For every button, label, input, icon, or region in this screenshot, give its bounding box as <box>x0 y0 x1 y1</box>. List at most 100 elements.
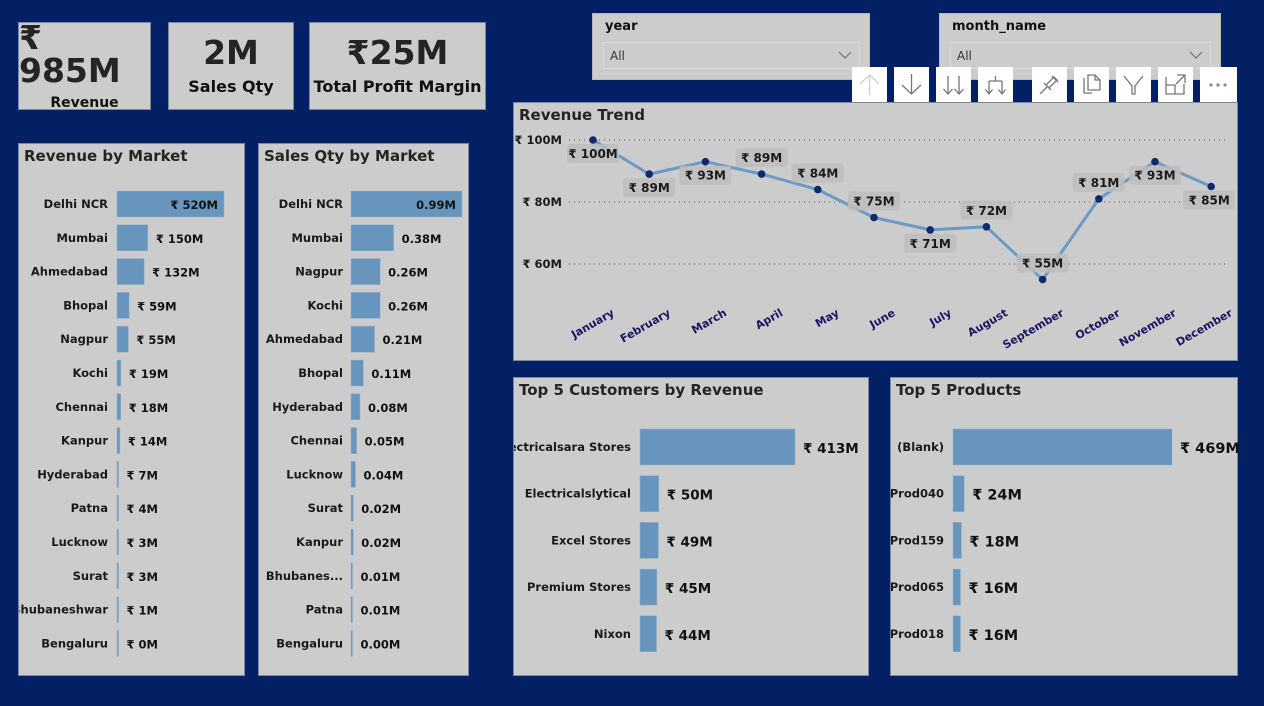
bar[interactable] <box>116 393 121 421</box>
data-point[interactable] <box>814 185 822 194</box>
bar-row[interactable]: Kanpur 0.02M <box>296 528 401 556</box>
bar-row[interactable]: Surat 0.02M <box>308 494 401 522</box>
bar[interactable] <box>350 562 353 590</box>
bar[interactable] <box>350 461 356 488</box>
kpi-card-sales-qty[interactable]: 2M Sales Qty <box>168 22 294 110</box>
bar[interactable] <box>350 258 381 285</box>
pin-visual-button[interactable] <box>1032 67 1067 102</box>
bar[interactable] <box>350 596 353 623</box>
bar[interactable] <box>116 630 119 657</box>
focus-mode-button[interactable] <box>1158 67 1193 102</box>
bar[interactable] <box>639 475 660 512</box>
bar[interactable] <box>116 562 119 590</box>
bar-row[interactable]: Nixon ₹ 44M <box>594 615 711 653</box>
data-point[interactable] <box>982 223 991 231</box>
bar-row[interactable]: Bhopal 0.11M <box>298 359 411 387</box>
data-point[interactable] <box>1207 182 1215 191</box>
sales-qty-by-market-card[interactable]: Sales Qty by Market Delhi NCR 0.99M Mumbai… <box>258 143 469 676</box>
bar-row[interactable]: Excel Stores ₹ 49M <box>551 522 713 559</box>
bar-row[interactable]: Bengaluru ₹ 0M <box>41 630 158 657</box>
bar-row[interactable]: Mumbai ₹ 150M <box>56 224 203 252</box>
data-point[interactable] <box>1095 195 1103 203</box>
revenue-trend-card[interactable]: Revenue Trend ₹ 100M ₹ 80M ₹ 60M ₹ 100M ₹ 89… <box>513 102 1238 361</box>
bar[interactable] <box>350 292 381 319</box>
go-to-next-level-button[interactable] <box>936 67 971 102</box>
bar-row[interactable]: Patna 0.01M <box>306 596 401 623</box>
bar-row[interactable]: Bengaluru 0.00M <box>276 630 400 657</box>
month-name-dropdown[interactable]: All <box>950 42 1211 69</box>
data-point[interactable] <box>645 170 653 178</box>
bar-row[interactable]: Lucknow ₹ 3M <box>51 528 158 556</box>
bar-row[interactable]: (Blank) ₹ 469M <box>897 428 1239 466</box>
bar[interactable] <box>116 224 149 252</box>
year-dropdown[interactable]: All <box>603 42 860 69</box>
bar-row[interactable]: Delhi NCR 0.99M <box>279 190 463 218</box>
more-options-button[interactable] <box>1200 67 1237 102</box>
bar-row[interactable]: Mumbai 0.38M <box>291 224 441 252</box>
bar-row[interactable]: Nagpur ₹ 55M <box>60 325 176 353</box>
top5-products-card[interactable]: Top 5 Products (Blank) ₹ 469M Prod040 ₹ 24M… <box>890 377 1239 676</box>
bar-row[interactable]: Chennai 0.05M <box>290 427 404 454</box>
bar[interactable] <box>350 190 463 218</box>
bar[interactable] <box>639 428 796 466</box>
bar[interactable] <box>952 615 961 653</box>
bar[interactable] <box>350 630 353 657</box>
bar-row[interactable]: Bhopal ₹ 59M <box>63 292 177 319</box>
bar[interactable] <box>116 494 119 522</box>
bar[interactable] <box>952 428 1173 466</box>
drill-down-button[interactable] <box>894 67 929 102</box>
bar-row[interactable]: Patna ₹ 4M <box>71 494 158 522</box>
bar[interactable] <box>116 190 225 218</box>
bar[interactable] <box>952 475 965 512</box>
filter-button[interactable] <box>1116 67 1151 102</box>
bar-row[interactable]: Prod018 ₹ 16M <box>891 615 1018 653</box>
bar[interactable] <box>350 427 357 454</box>
bar[interactable] <box>350 528 354 556</box>
bar-row[interactable]: Kochi 0.26M <box>307 292 428 319</box>
bar-row[interactable]: Surat ₹ 3M <box>73 562 158 590</box>
bar-row[interactable]: Prod040 ₹ 24M <box>891 475 1022 512</box>
bar[interactable] <box>116 359 122 387</box>
bar-row[interactable]: Bhubaneshwar ₹ 1M <box>19 596 158 623</box>
bar[interactable] <box>116 427 121 454</box>
data-point[interactable] <box>589 136 597 144</box>
top5-customers-card[interactable]: Top 5 Customers by Revenue Electricalsar… <box>513 377 869 676</box>
data-point[interactable] <box>926 226 934 234</box>
bar-row[interactable]: Ahmedabad ₹ 132M <box>31 258 200 285</box>
revenue-by-market-card[interactable]: Revenue by Market Delhi NCR ₹ 520M Mumbai ₹… <box>18 143 245 676</box>
kpi-card-total-profit-margin[interactable]: ₹25M Total Profit Margin <box>309 22 486 110</box>
data-point[interactable] <box>757 170 766 178</box>
bar-row[interactable]: Lucknow 0.04M <box>286 461 403 488</box>
bar[interactable] <box>350 494 354 522</box>
bar-row[interactable]: Nagpur 0.26M <box>295 258 428 285</box>
bar-row[interactable]: Electricalslytical ₹ 50M <box>525 475 713 512</box>
bar-row[interactable]: Hyderabad ₹ 7M <box>37 461 158 488</box>
bar-row[interactable]: Premium Stores ₹ 45M <box>527 568 711 606</box>
expand-next-level-button[interactable] <box>978 67 1013 102</box>
bar-row[interactable]: Ahmedabad 0.21M <box>266 325 422 353</box>
bar[interactable] <box>350 393 361 421</box>
bar-row[interactable]: Prod159 ₹ 18M <box>891 522 1019 559</box>
bar-row[interactable]: Kochi ₹ 19M <box>72 359 168 387</box>
bar[interactable] <box>116 258 145 285</box>
bar[interactable] <box>350 359 364 387</box>
data-point[interactable] <box>701 157 710 166</box>
bar-row[interactable]: Electricalsara Stores ₹ 413M <box>514 428 859 466</box>
bar[interactable] <box>116 596 119 623</box>
bar[interactable] <box>639 615 657 653</box>
data-point[interactable] <box>1151 157 1159 166</box>
bar-row[interactable]: Chennai ₹ 18M <box>55 393 168 421</box>
kpi-card-revenue[interactable]: ₹ 985M Revenue <box>18 21 151 111</box>
bar-row[interactable]: Hyderabad 0.08M <box>272 393 408 421</box>
drill-up-button[interactable] <box>852 67 887 102</box>
bar[interactable] <box>350 224 394 252</box>
bar[interactable] <box>952 568 961 606</box>
bar[interactable] <box>116 461 119 488</box>
bar[interactable] <box>639 568 658 606</box>
bar[interactable] <box>639 522 659 559</box>
bar[interactable] <box>350 325 375 353</box>
bar-row[interactable]: Kanpur ₹ 14M <box>61 427 167 454</box>
bar[interactable] <box>116 528 119 556</box>
bar-row[interactable]: Delhi NCR ₹ 520M <box>44 190 225 218</box>
bar-row[interactable]: Prod065 ₹ 16M <box>891 568 1018 606</box>
